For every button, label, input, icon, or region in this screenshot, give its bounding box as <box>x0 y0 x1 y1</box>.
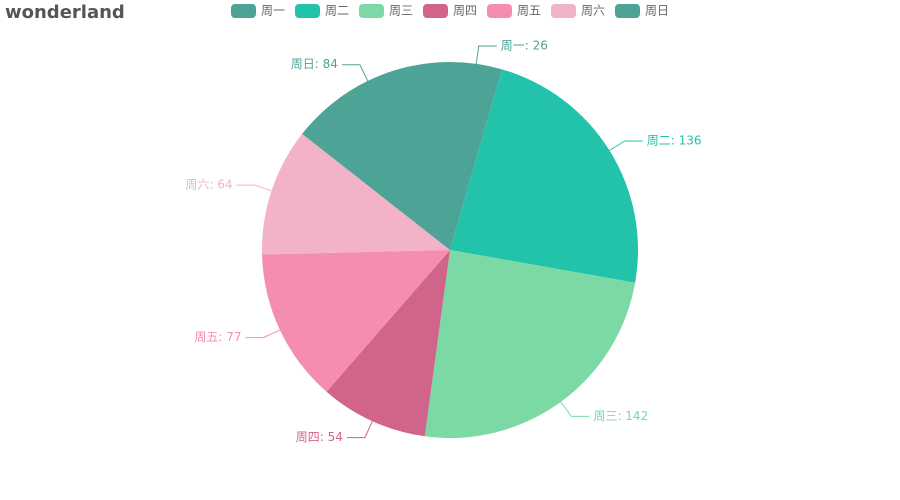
data-label: 周五: 77 <box>194 330 241 344</box>
legend-swatch <box>487 4 512 18</box>
legend-label: 周六 <box>581 4 605 18</box>
label-line <box>341 64 369 82</box>
label-line <box>236 184 272 192</box>
legend-label: 周三 <box>389 4 413 18</box>
pie-slice <box>424 250 636 438</box>
pie-slice <box>450 62 502 250</box>
legend-label: 周一 <box>261 4 285 18</box>
legend-item[interactable]: 周三 <box>359 4 413 19</box>
data-label: 周二: 136 <box>647 133 702 147</box>
legend-label: 周日 <box>645 4 669 18</box>
pie-slice <box>326 250 450 437</box>
legend-item[interactable]: 周一 <box>231 4 285 19</box>
legend-item[interactable]: 周日 <box>615 4 669 19</box>
legend-label: 周五 <box>517 4 541 18</box>
label-line <box>475 45 497 64</box>
label-line <box>245 329 281 339</box>
legend-swatch <box>359 4 384 18</box>
data-label: 周四: 54 <box>296 430 343 444</box>
data-label: 周一: 26 <box>501 39 548 53</box>
legend-label: 周四 <box>453 4 477 18</box>
pie-slice <box>261 133 450 255</box>
label-line <box>560 401 590 417</box>
legend-swatch <box>423 4 448 18</box>
pie-slice <box>262 250 450 392</box>
legend-swatch <box>551 4 576 18</box>
legend-swatch <box>231 4 256 18</box>
legend-swatch <box>295 4 320 18</box>
pie-slice <box>302 62 450 250</box>
data-label: 周六: 64 <box>185 178 232 192</box>
legend-item[interactable]: 周二 <box>295 4 349 19</box>
pie-slice <box>450 69 638 283</box>
legend-item[interactable]: 周六 <box>551 4 605 19</box>
legend-swatch <box>615 4 640 18</box>
data-label: 周三: 142 <box>593 409 648 423</box>
legend-item[interactable]: 周四 <box>423 4 477 19</box>
legend-label: 周二 <box>325 4 349 18</box>
label-line <box>609 140 643 151</box>
legend-item[interactable]: 周五 <box>487 4 541 19</box>
label-line <box>346 421 373 439</box>
data-label: 周日: 84 <box>291 57 338 71</box>
chart-title: wonderland <box>5 2 125 23</box>
